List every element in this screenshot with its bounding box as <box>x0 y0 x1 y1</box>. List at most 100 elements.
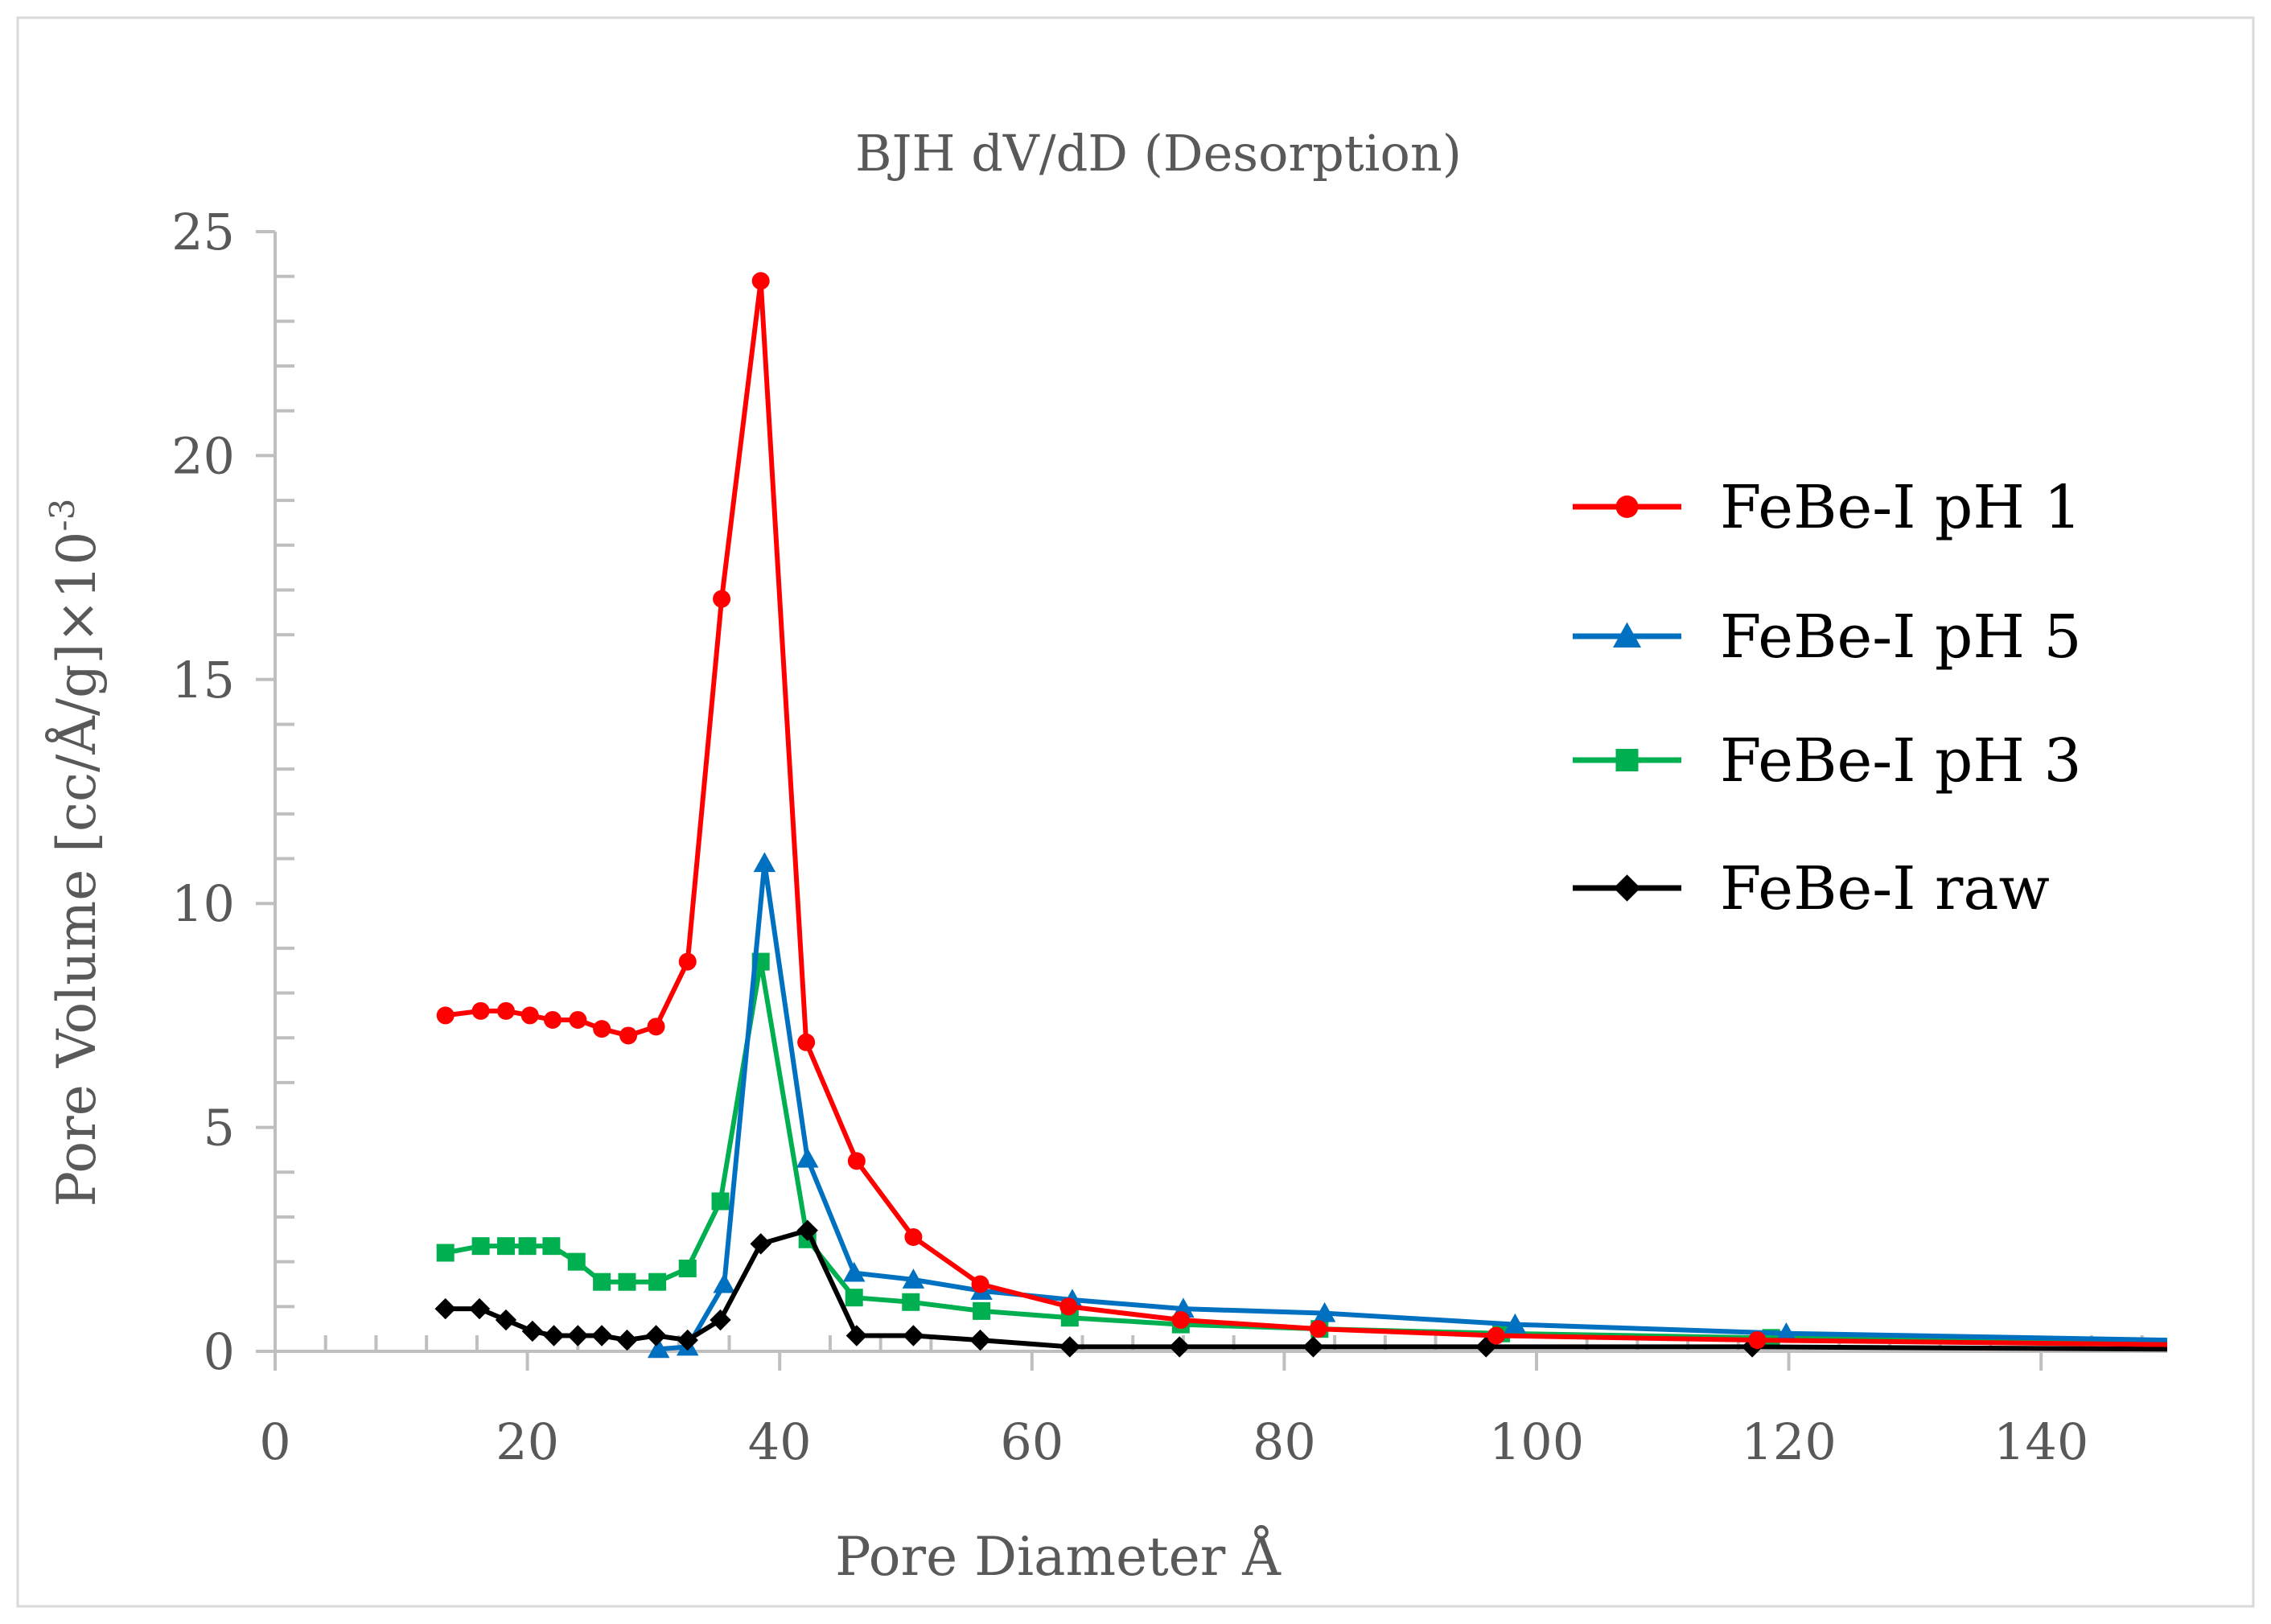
y-tick-label: 5 <box>204 1099 235 1157</box>
data-point-febe-i-ph-1 <box>647 1018 665 1036</box>
data-point-febe-i-ph-5 <box>902 1268 925 1289</box>
data-point-febe-i-raw <box>567 1325 589 1346</box>
data-point-febe-i-ph-5 <box>1775 1322 1798 1342</box>
data-point-febe-i-raw <box>645 1325 667 1346</box>
data-point-febe-i-ph-5 <box>1313 1301 1336 1322</box>
data-point-febe-i-ph-3 <box>593 1272 611 1291</box>
data-point-febe-i-ph-1 <box>713 590 731 608</box>
series-line-febe-i-raw <box>445 1227 2168 1352</box>
data-point-febe-i-ph-5 <box>647 1338 670 1359</box>
data-point-febe-i-ph-5 <box>753 852 776 873</box>
data-point-febe-i-ph-3 <box>496 1237 515 1256</box>
series-layer <box>434 272 2168 1359</box>
legend-item-febe-i-ph-1: FeBe-I pH 1 <box>1573 473 2082 542</box>
series-line-febe-i-ph-5 <box>658 861 2168 1352</box>
legend-swatch-marker <box>1615 495 1639 518</box>
data-point-febe-i-raw <box>1169 1336 1191 1358</box>
x-tick-label: 80 <box>1253 1412 1316 1471</box>
data-point-febe-i-raw <box>590 1325 613 1346</box>
legend-label: FeBe-I pH 1 <box>1720 473 2082 542</box>
data-point-febe-i-ph-1 <box>1748 1331 1767 1350</box>
data-point-febe-i-ph-1 <box>971 1275 989 1293</box>
data-point-febe-i-ph-1 <box>1309 1320 1327 1338</box>
data-point-febe-i-ph-1 <box>797 1033 816 1051</box>
data-point-febe-i-raw <box>1302 1336 1324 1358</box>
y-axis-title: Pore Volume [cc/Å/g]×10-3 <box>43 499 108 1207</box>
data-point-febe-i-ph-1 <box>1171 1311 1190 1330</box>
y-tick-label: 20 <box>171 426 235 485</box>
y-tick-label: 0 <box>204 1322 235 1381</box>
data-point-febe-i-raw <box>750 1233 771 1255</box>
data-point-febe-i-ph-3 <box>902 1293 920 1311</box>
y-tick-label: 10 <box>171 874 235 933</box>
data-point-febe-i-raw <box>903 1325 924 1346</box>
data-point-febe-i-ph-1 <box>471 1001 490 1020</box>
data-point-febe-i-ph-3 <box>845 1289 863 1307</box>
series-febe-i-raw <box>434 1219 2168 1358</box>
legend-item-febe-i-raw: FeBe-I raw <box>1573 854 2050 923</box>
y-axis-title-exponent: -3 <box>43 499 82 532</box>
legend-label: FeBe-I pH 3 <box>1720 726 2082 796</box>
axes-layer: 0 5 10 15 20 25 0 20 40 60 80 100 120 140 <box>171 203 2167 1471</box>
legend-swatch-marker <box>1613 622 1641 648</box>
x-tick-label: 60 <box>1000 1412 1064 1471</box>
data-point-febe-i-ph-1 <box>1487 1326 1505 1345</box>
data-point-febe-i-ph-5 <box>713 1272 735 1293</box>
data-point-febe-i-raw <box>677 1329 698 1351</box>
data-point-febe-i-ph-1 <box>520 1006 539 1025</box>
data-point-febe-i-ph-3 <box>567 1252 586 1271</box>
data-point-febe-i-ph-3 <box>678 1259 697 1277</box>
x-tick-label: 140 <box>1993 1412 2088 1471</box>
data-point-febe-i-ph-3 <box>973 1301 991 1320</box>
x-tick-label: 20 <box>496 1412 559 1471</box>
data-point-febe-i-ph-1 <box>619 1026 638 1045</box>
x-axis-title: Pore Diameter Å <box>835 1526 1282 1588</box>
data-point-febe-i-raw <box>495 1309 517 1331</box>
data-point-febe-i-ph-3 <box>648 1272 667 1291</box>
data-point-febe-i-raw <box>543 1325 565 1346</box>
y-tick-label: 15 <box>171 651 235 709</box>
data-point-febe-i-ph-3 <box>711 1192 730 1211</box>
legend-swatch-marker <box>1613 874 1641 902</box>
data-point-febe-i-ph-3 <box>542 1237 561 1256</box>
data-point-febe-i-raw <box>1059 1336 1081 1358</box>
legend-item-febe-i-ph-5: FeBe-I pH 5 <box>1573 602 2082 672</box>
data-point-febe-i-raw <box>969 1329 991 1351</box>
chart-title: BJH dV/dD (Desorption) <box>855 124 1462 183</box>
x-tick-label: 100 <box>1489 1412 1584 1471</box>
data-point-febe-i-ph-1 <box>847 1152 866 1170</box>
data-point-febe-i-raw <box>468 1297 491 1320</box>
data-point-febe-i-raw <box>521 1320 544 1342</box>
series-febe-i-ph-1 <box>436 272 2168 1350</box>
data-point-febe-i-ph-1 <box>904 1228 923 1247</box>
data-point-febe-i-ph-3 <box>436 1244 455 1262</box>
x-tick-label: 120 <box>1741 1412 1836 1471</box>
legend-label: FeBe-I pH 5 <box>1720 602 2082 672</box>
data-point-febe-i-ph-3 <box>618 1272 636 1291</box>
y-axis-title-main: Pore Volume [cc/Å/g]×10 <box>46 532 108 1207</box>
data-point-febe-i-ph-1 <box>1059 1297 1078 1316</box>
data-point-febe-i-ph-1 <box>678 952 697 971</box>
series-line-febe-i-ph-1 <box>445 278 2168 1347</box>
data-point-febe-i-ph-1 <box>593 1020 611 1038</box>
data-point-febe-i-ph-1 <box>543 1010 562 1029</box>
data-point-febe-i-ph-3 <box>471 1237 490 1256</box>
data-point-febe-i-ph-3 <box>518 1237 537 1256</box>
data-point-febe-i-raw <box>616 1329 638 1351</box>
data-point-febe-i-ph-5 <box>796 1147 819 1168</box>
data-point-febe-i-ph-5 <box>1504 1313 1527 1334</box>
y-tick-label: 25 <box>171 203 235 261</box>
y-axis-title-group: Pore Volume [cc/Å/g]×10-3 <box>43 499 108 1207</box>
chart-border <box>16 16 2255 1608</box>
legend-item-febe-i-ph-3: FeBe-I pH 3 <box>1573 726 2082 796</box>
legend: FeBe-I pH 1 FeBe-I pH 5 FeBe-I pH 3 FeBe-I … <box>1573 473 2082 923</box>
data-point-febe-i-raw <box>710 1309 731 1331</box>
data-point-febe-i-raw <box>845 1325 868 1346</box>
x-tick-label: 40 <box>748 1412 812 1471</box>
data-point-febe-i-raw <box>434 1297 456 1320</box>
legend-label: FeBe-I raw <box>1720 854 2050 923</box>
data-point-febe-i-ph-1 <box>751 272 770 290</box>
